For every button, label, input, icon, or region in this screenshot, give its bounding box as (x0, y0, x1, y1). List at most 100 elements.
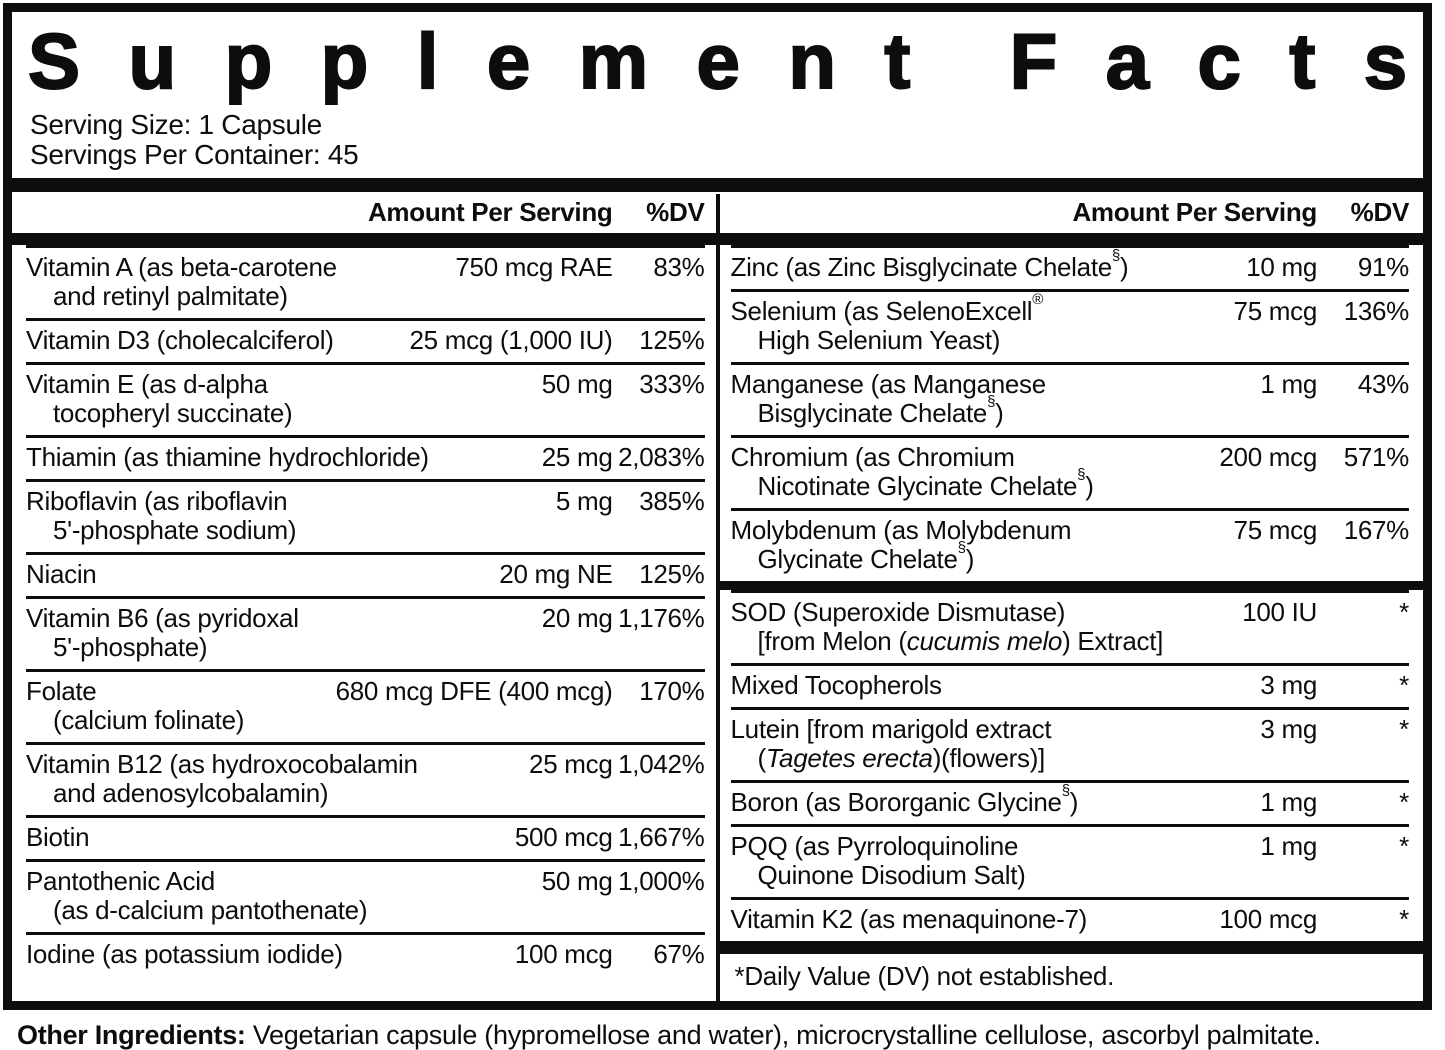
nutrient-row: Manganese (as Manganese Bisglycinate Chel… (730, 362, 1409, 435)
title-letter: p (320, 17, 370, 105)
nutrient-name: Selenium (as SelenoExcell® High Selenium … (730, 290, 1044, 356)
nutrient-dv: 125% (639, 559, 705, 590)
nutrient-dv: 385% (639, 486, 705, 517)
nutrient-amount: 100 mcg (1219, 904, 1317, 935)
nutrient-dv: 91% (1357, 252, 1409, 283)
column-divider (715, 194, 720, 1002)
nutrient-name: Zinc (as Zinc Bisglycinate Chelate§) (730, 246, 1129, 283)
nutrient-row: Zinc (as Zinc Bisglycinate Chelate§) 10 … (730, 245, 1409, 289)
nutrient-name: SOD (Superoxide Dismutase) [from Melon (c… (730, 597, 1164, 657)
nutrient-row: Molybdenum (as Molybdenum Glycinate Chela… (730, 508, 1410, 581)
nutrient-name: Biotin (26, 822, 90, 853)
title-letter: m (578, 17, 649, 105)
nutrient-amount: 200 mcg (1219, 442, 1317, 473)
title-letter: s (1363, 17, 1408, 105)
nutrient-row: Vitamin D3 (cholecalciferol) 25 mcg (1,0… (26, 318, 705, 362)
nutrient-row: PQQ (as Pyrroloquinoline Quinone Disodium… (730, 824, 1409, 897)
other-ingredients: Other Ingredients: Vegetarian capsule (h… (17, 1020, 1445, 1050)
nutrient-dv: * (1399, 670, 1409, 701)
title-letter: e (695, 17, 740, 105)
column-right: Amount Per Serving %DV Zinc (as Zinc Bis… (717, 194, 1423, 1001)
nutrient-name: Manganese (as Manganese Bisglycinate Chel… (730, 369, 1047, 429)
servings-per-container: Servings Per Container: 45 (30, 139, 359, 171)
nutrient-dv: 67% (653, 939, 705, 970)
title-letter: n (787, 17, 837, 105)
nutrient-dv: 571% (1343, 442, 1410, 473)
column-header: Amount Per Serving %DV (26, 194, 705, 233)
nutrient-dv: * (1399, 831, 1409, 862)
nutrient-row: Thiamin (as thiamine hydrochloride) 25 m… (26, 435, 705, 479)
nutrient-name: PQQ (as Pyrroloquinoline Quinone Disodium… (730, 831, 1026, 891)
nutrient-amount: 100 IU (1242, 597, 1317, 628)
section-thick-divider (717, 581, 1423, 591)
nutrient-section: SOD (Superoxide Dismutase) [from Melon (c… (730, 590, 1409, 941)
nutrient-name: Mixed Tocopherols (730, 670, 943, 701)
footnote-thick-divider (717, 941, 1423, 955)
nutrient-amount: 50 mg (541, 866, 613, 897)
nutrient-row: Biotin 500 mcg 1,667% (26, 815, 705, 859)
nutrient-amount: 5 mg (555, 486, 613, 517)
nutrient-name: Chromium (as Chromium Nicotinate Glycinat… (730, 442, 1094, 502)
nutrient-row: Vitamin B12 (as hydroxocobalamin and aden… (26, 742, 705, 815)
dv-header: %DV (646, 197, 705, 228)
nutrient-dv: 1,667% (618, 822, 705, 853)
nutrient-dv: 170% (639, 676, 705, 707)
title-letter: t (883, 17, 911, 105)
nutrient-amount: 25 mcg (529, 749, 613, 780)
nutrient-row: Iodine (as potassium iodide) 100 mcg 67% (26, 932, 705, 976)
nutrient-name: Molybdenum (as Molybdenum Glycinate Chela… (730, 515, 1072, 575)
nutrient-row: Mixed Tocopherols 3 mg * (730, 663, 1409, 707)
nutrient-dv: 167% (1343, 515, 1410, 546)
other-ingredients-text: Vegetarian capsule (hypromellose and wat… (245, 1020, 1321, 1050)
title-letter: a (1105, 17, 1150, 105)
header-thick-divider (717, 233, 1423, 246)
nutrient-amount: 3 mg (1260, 714, 1317, 745)
title-letter: c (1196, 17, 1241, 105)
facts-table: Amount Per Serving %DV Vitamin A (as bet… (12, 194, 1423, 1002)
title-letter: e (486, 17, 531, 105)
nutrient-amount: 10 mg (1246, 252, 1317, 283)
nutrient-dv: 333% (639, 369, 705, 400)
nutrient-name: Vitamin D3 (cholecalciferol) (26, 325, 334, 356)
nutrient-name: Vitamin K2 (as menaquinone-7) (730, 904, 1088, 935)
nutrient-dv: * (1399, 787, 1409, 818)
nutrient-dv: * (1399, 597, 1409, 628)
nutrient-row: Vitamin A (as beta-carotene and retinyl p… (26, 245, 705, 318)
nutrient-amount: 1 mg (1260, 369, 1317, 400)
nutrient-name: Vitamin B12 (as hydroxocobalamin and aden… (26, 749, 418, 809)
nutrient-name: Pantothenic Acid (as d-calcium pantothena… (26, 866, 368, 926)
serving-size: Serving Size: 1 Capsule (30, 109, 322, 141)
amount-per-serving-header: Amount Per Serving (367, 197, 613, 228)
nutrient-dv: * (1399, 714, 1409, 745)
nutrient-name: Boron (as Bororganic Glycine§) (730, 781, 1079, 818)
nutrient-row: Chromium (as Chromium Nicotinate Glycinat… (730, 435, 1410, 508)
nutrient-row: Vitamin B6 (as pyridoxal 5'-phosphate) 20… (26, 596, 705, 669)
dv-header: %DV (1350, 197, 1410, 228)
other-ingredients-label: Other Ingredients: (17, 1020, 246, 1050)
nutrient-dv: 83% (653, 252, 705, 283)
nutrient-row: Riboflavin (as riboflavin 5'-phosphate so… (26, 479, 705, 552)
nutrient-amount: 3 mg (1260, 670, 1317, 701)
nutrient-amount: 1 mg (1260, 787, 1317, 818)
nutrient-row: Boron (as Bororganic Glycine§) 1 mg * (730, 780, 1409, 824)
nutrient-name: Vitamin E (as d-alpha tocopheryl succinat… (26, 369, 293, 429)
nutrient-dv: 43% (1357, 369, 1409, 400)
nutrient-amount: 20 mg (541, 603, 613, 634)
nutrient-amount: 75 mcg (1233, 515, 1318, 546)
nutrient-dv: * (1399, 904, 1409, 935)
nutrient-row: Vitamin E (as d-alpha tocopheryl succinat… (26, 362, 705, 435)
title-letter: p (224, 17, 274, 105)
title-letter: u (127, 17, 177, 105)
title-letter: S (27, 17, 81, 105)
nutrient-row: Folate (calcium folinate) 680 mcg DFE (40… (26, 669, 705, 742)
nutrient-amount: 1 mg (1260, 831, 1317, 862)
title-letter: l (416, 17, 440, 105)
nutrient-name: Vitamin A (as beta-carotene and retinyl p… (26, 252, 337, 312)
nutrient-row: Selenium (as SelenoExcell® High Selenium … (730, 289, 1409, 362)
nutrient-row: Lutein [from marigold extract (Tagetes er… (730, 707, 1409, 780)
nutrient-row: Niacin 20 mg NE 125% (26, 552, 705, 596)
nutrient-amount: 50 mg (541, 369, 613, 400)
header-thick-divider (12, 233, 718, 246)
column-header: Amount Per Serving %DV (731, 194, 1410, 233)
